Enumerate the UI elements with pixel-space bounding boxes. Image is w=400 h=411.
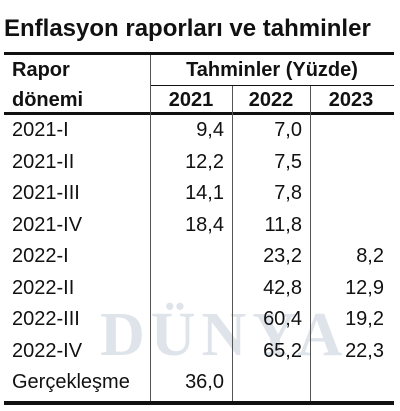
cell: 11,8 — [264, 213, 302, 236]
cell: 19,2 — [345, 308, 384, 330]
watermark: DÜNYA — [100, 301, 349, 369]
cell: 60,4 — [263, 308, 302, 330]
row-label: 2021-III — [12, 182, 80, 204]
cell: 12,9 — [345, 276, 384, 299]
column-rule — [150, 55, 151, 401]
header-cell: Tahminler (Yüzde) — [186, 59, 358, 81]
year-header: 2021 — [168, 89, 214, 111]
row-label: 2022-II — [12, 276, 75, 299]
cell: 42,8 — [263, 276, 302, 299]
cell: 14,1 — [185, 182, 224, 204]
cell: 12,2 — [185, 150, 224, 173]
year-header: 2022 — [248, 89, 294, 111]
row-label: 2021-I — [12, 119, 69, 141]
cell: 7,5 — [274, 150, 302, 173]
rule — [4, 112, 394, 115]
row-label: Gerçekleşme — [12, 371, 130, 393]
rule — [4, 401, 394, 405]
header-cell: dönemi — [12, 89, 84, 111]
cell: 23,2 — [263, 245, 302, 267]
cell: 65,2 — [263, 339, 302, 362]
header-cell: Rapor — [12, 59, 70, 81]
cell: 8,2 — [356, 245, 384, 267]
cell: 22,3 — [345, 339, 384, 362]
rule — [4, 52, 394, 55]
title: Enflasyon raporları ve tahminler — [4, 15, 371, 42]
row-label: 2021-II — [12, 150, 75, 173]
row-label: 2022-I — [12, 245, 69, 267]
year-header: 2023 — [328, 89, 374, 111]
column-rule — [232, 86, 233, 401]
column-rule — [310, 86, 311, 401]
row-label: 2021-IV — [12, 213, 83, 236]
cell: 36,0 — [185, 371, 224, 393]
cell: 9,4 — [196, 119, 224, 141]
rule — [150, 85, 394, 86]
cell: 7,0 — [274, 119, 302, 141]
row-label: 2022-III — [12, 308, 80, 330]
cell: 7,8 — [274, 182, 302, 204]
cell: 18,4 — [185, 213, 224, 236]
row-label: 2022-IV — [12, 339, 83, 362]
